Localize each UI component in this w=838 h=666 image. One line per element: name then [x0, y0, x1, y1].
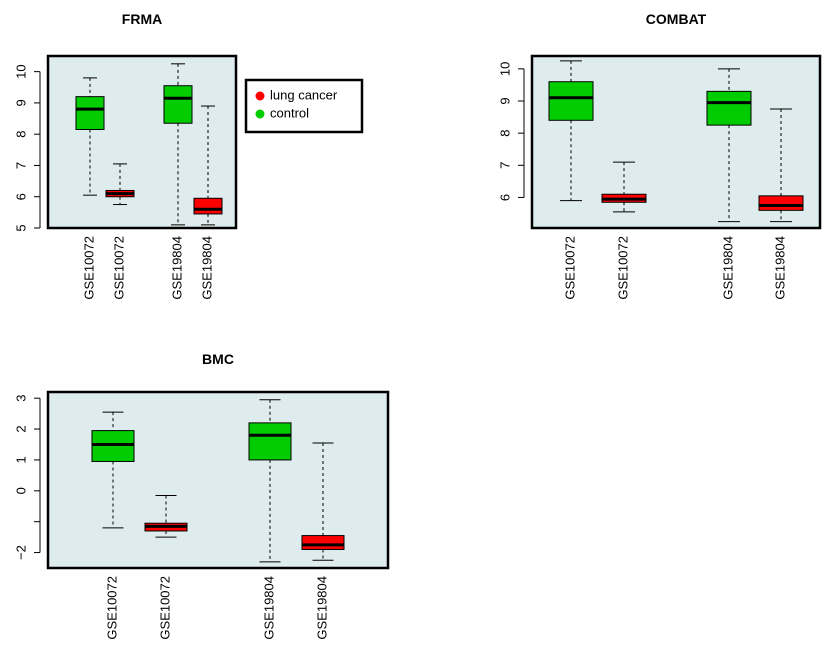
plot-frame — [530, 54, 822, 230]
y-tick-label: 9 — [497, 97, 512, 104]
box-1 — [75, 77, 105, 196]
box-1 — [548, 60, 594, 202]
box-4 — [758, 108, 804, 223]
legend-label: control — [270, 105, 309, 120]
y-tick-label: −2 — [13, 545, 28, 560]
box-4 — [193, 105, 223, 226]
y-tick-label: 1 — [13, 456, 28, 463]
category-label: GSE10072 — [111, 236, 126, 300]
y-tick-label: 5 — [13, 224, 28, 231]
chart-title: COMBAT — [646, 11, 707, 27]
category-label: GSE10072 — [104, 576, 119, 640]
category-label: GSE19804 — [199, 236, 214, 300]
box-iqr — [193, 197, 223, 215]
chart-title: BMC — [202, 351, 234, 367]
box-2 — [601, 161, 647, 213]
category-label: GSE19804 — [314, 576, 329, 640]
category-label: GSE10072 — [562, 236, 577, 300]
legend-box — [244, 78, 364, 134]
y-tick-label: 6 — [13, 193, 28, 200]
category-label: GSE10072 — [81, 236, 96, 300]
frma-panel: FRMA 5 6 7 8 9 10 GSE10072 GSE10072 GSE19804 GSE19… — [13, 11, 364, 300]
box-2 — [144, 494, 188, 538]
box-iqr — [163, 85, 193, 124]
chart-title: FRMA — [122, 11, 162, 27]
box-iqr — [75, 96, 105, 130]
box-1 — [91, 411, 135, 529]
box-iqr — [91, 430, 135, 462]
y-tick-label: 10 — [13, 64, 28, 78]
y-tick-label: 8 — [13, 131, 28, 138]
category-label: GSE10072 — [157, 576, 172, 640]
plot-frame — [46, 54, 238, 230]
legend-label: lung cancer — [270, 87, 338, 102]
y-tick-label: 9 — [13, 99, 28, 106]
legend-marker — [255, 109, 265, 119]
category-label: GSE19804 — [261, 576, 276, 640]
box-iqr — [706, 90, 752, 126]
legend-marker — [255, 91, 265, 101]
box-iqr — [548, 81, 594, 121]
category-label: GSE10072 — [615, 236, 630, 300]
box-3 — [163, 63, 193, 226]
y-tick-label: 10 — [497, 62, 512, 76]
bmc-panel: BMC −2 0 1 2 3 GSE10072 GSE10072 GSE19804 GSE1980… — [13, 351, 390, 640]
box-3 — [248, 399, 292, 563]
category-label: GSE19804 — [772, 236, 787, 300]
combat-panel: COMBAT 6 7 8 9 10 GSE10072 GSE10072 GSE19804 GSE1… — [497, 11, 822, 300]
y-tick-label: 8 — [497, 130, 512, 137]
box-iqr — [248, 422, 292, 461]
legend: lung cancer control — [244, 78, 364, 134]
box-2 — [105, 163, 135, 206]
category-label: GSE19804 — [169, 236, 184, 300]
y-tick-label: 2 — [13, 425, 28, 432]
y-tick-label: 6 — [497, 194, 512, 201]
category-label: GSE19804 — [720, 236, 735, 300]
y-tick-label: 7 — [13, 162, 28, 169]
y-tick-label: 7 — [497, 162, 512, 169]
y-tick-label: 3 — [13, 395, 28, 402]
box-iqr — [301, 535, 345, 550]
plot-frame — [46, 390, 390, 570]
y-tick-label: 0 — [13, 487, 28, 494]
box-4 — [301, 442, 345, 561]
box-3 — [706, 68, 752, 223]
box-iqr — [758, 195, 804, 211]
